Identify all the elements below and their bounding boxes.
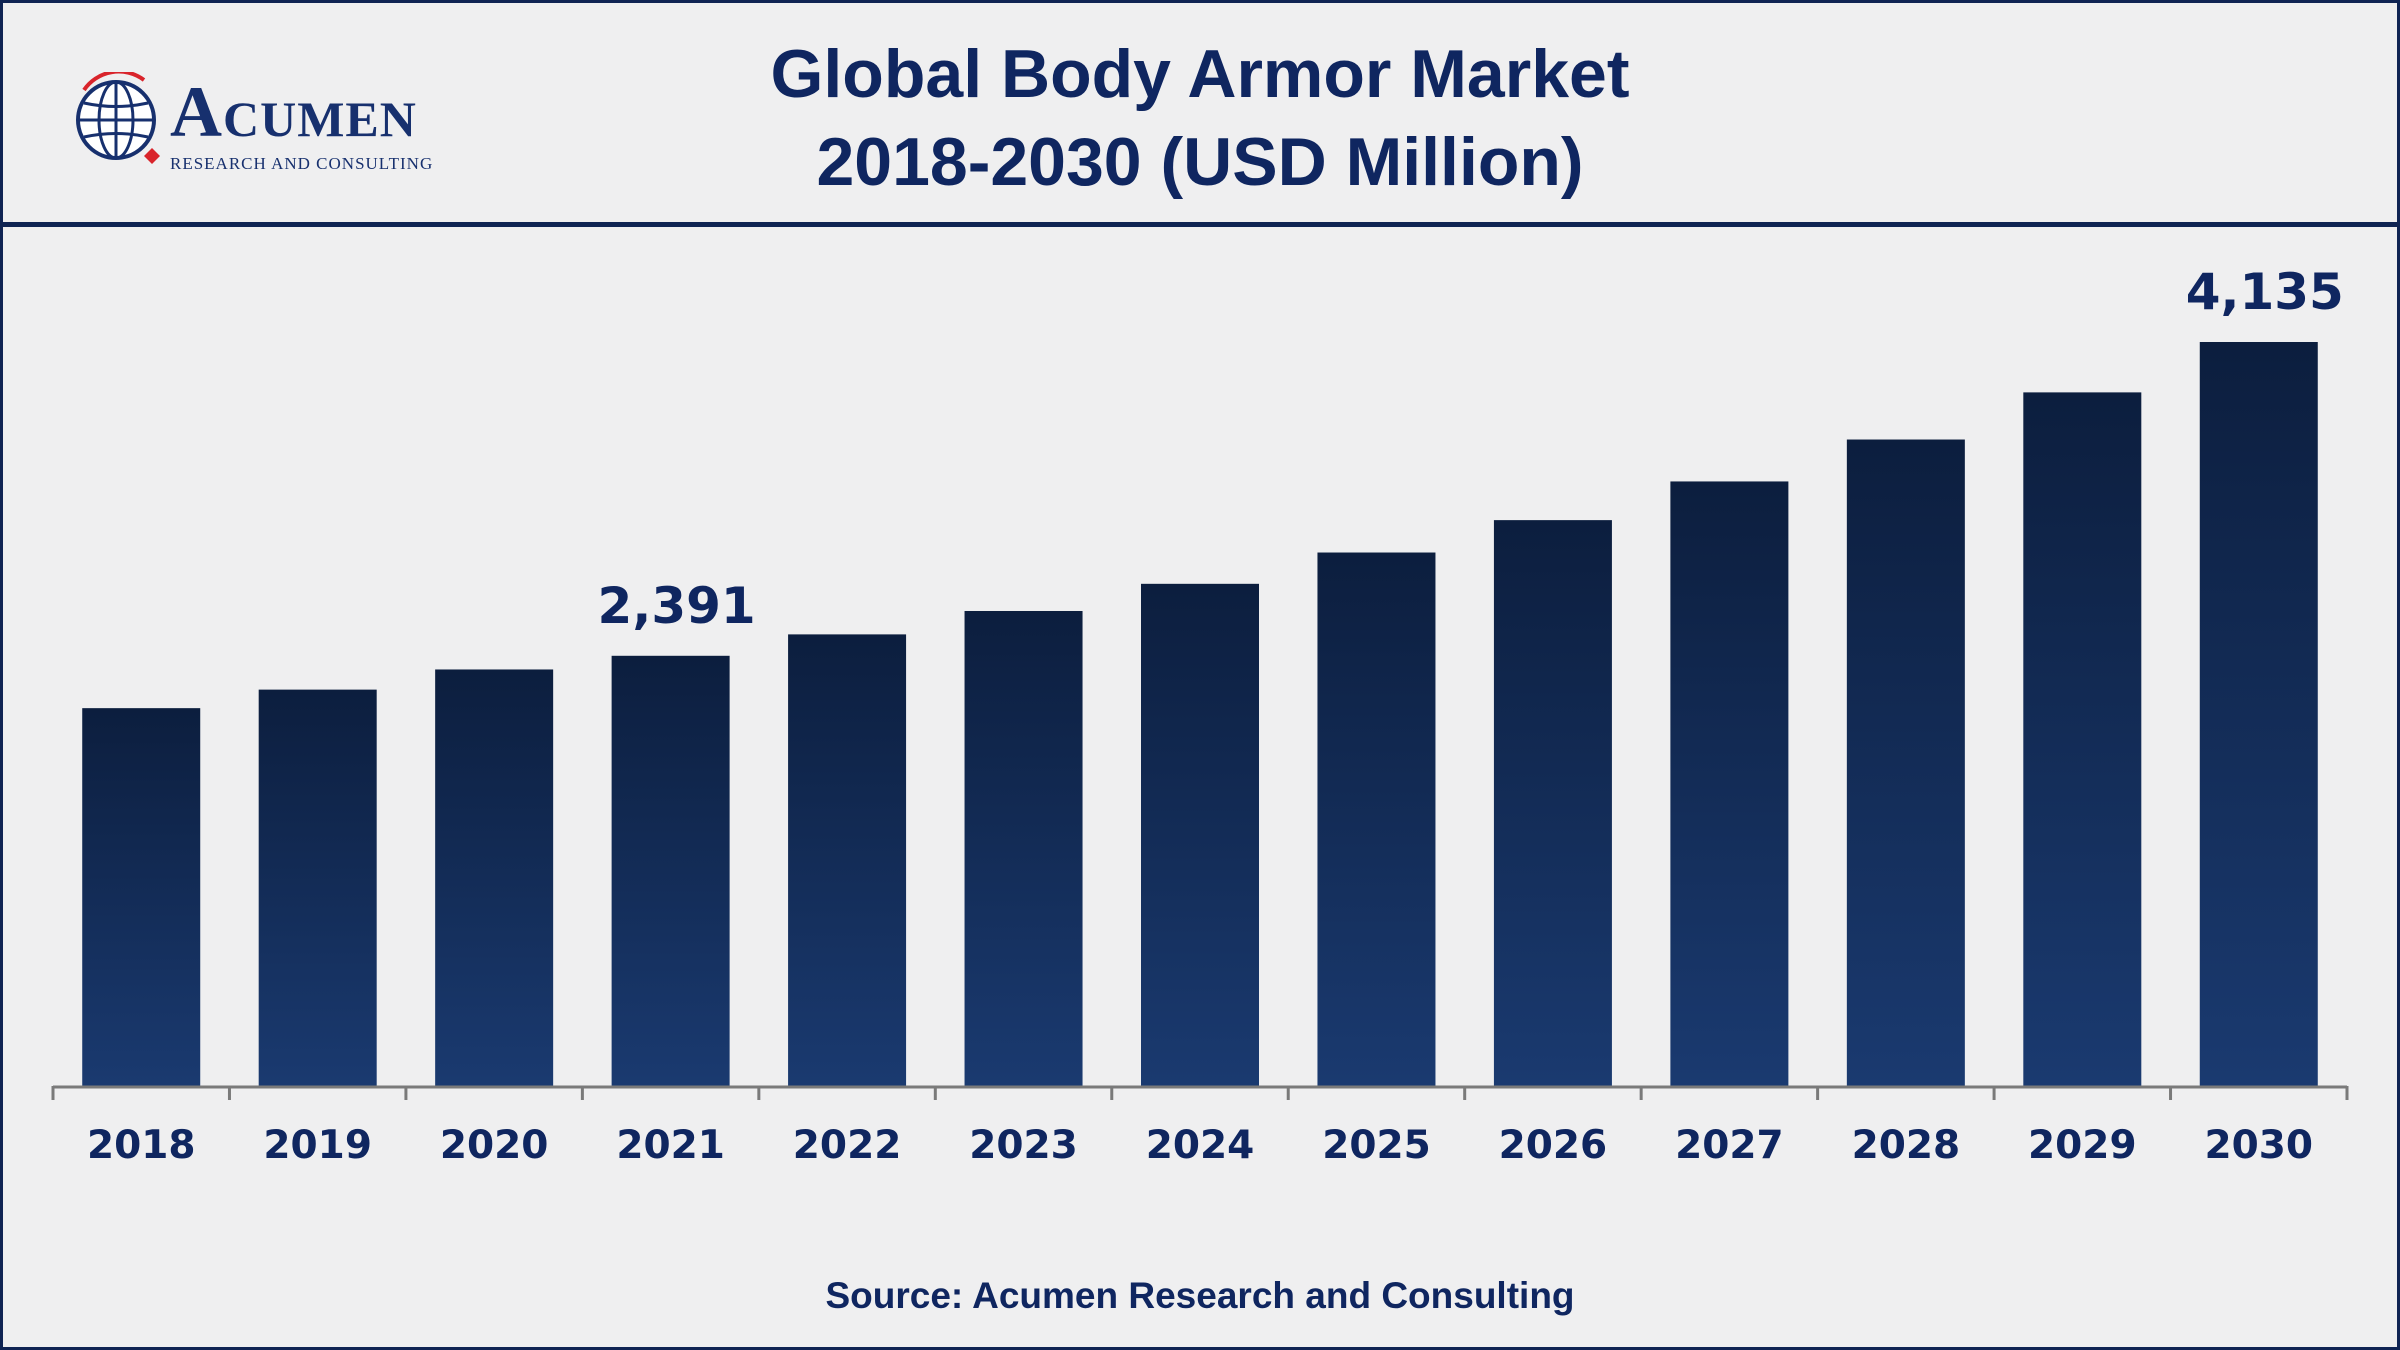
bar-2021 — [611, 655, 730, 1086]
bar-2023 — [964, 610, 1083, 1086]
x-tick-label-2029: 2029 — [2028, 1123, 2137, 1168]
x-tick-label-2027: 2027 — [1675, 1123, 1784, 1168]
acumen-logo: Acumen RESEARCH AND CONSULTING — [74, 72, 474, 182]
data-label-2030: 4,135 — [2186, 263, 2344, 321]
chart-title-line-2: 2018-2030 (USD Million) — [816, 124, 1584, 200]
bar-2030 — [2199, 342, 2318, 1086]
bar-2027 — [1670, 481, 1789, 1086]
x-tick-label-2019: 2019 — [263, 1123, 372, 1168]
bar-2026 — [1493, 520, 1612, 1086]
bar-2019 — [258, 689, 377, 1086]
bar-2028 — [1846, 439, 1965, 1086]
chart-title: Global Body Armor Market 2018-2030 (USD … — [0, 30, 2400, 206]
header-divider — [0, 222, 2400, 227]
x-tick-label-2024: 2024 — [1146, 1123, 1255, 1168]
bar-2018 — [82, 708, 201, 1086]
source-note: Source: Acumen Research and Consulting — [825, 1275, 1575, 1316]
bar-2024 — [1141, 583, 1259, 1086]
chart-title-line-1: Global Body Armor Market — [770, 36, 1630, 112]
bar-2022 — [788, 634, 907, 1086]
x-tick-label-2028: 2028 — [1852, 1123, 1961, 1168]
x-tick-label-2020: 2020 — [440, 1123, 549, 1168]
bar-2020 — [435, 669, 554, 1086]
bar-2029 — [2023, 392, 2142, 1086]
x-tick-label-2026: 2026 — [1499, 1123, 1608, 1168]
logo-subtitle: RESEARCH AND CONSULTING — [170, 154, 434, 173]
x-tick-label-2025: 2025 — [1322, 1123, 1431, 1168]
globe-icon — [76, 72, 160, 164]
x-tick-label-2018: 2018 — [87, 1123, 196, 1168]
x-tick-label-2022: 2022 — [793, 1123, 902, 1168]
logo-wordmark: Acumen — [170, 72, 417, 152]
x-tick-label-2023: 2023 — [969, 1123, 1078, 1168]
x-tick-label-2021: 2021 — [616, 1123, 725, 1168]
bar-2025 — [1317, 552, 1436, 1086]
x-tick-label-2030: 2030 — [2204, 1123, 2313, 1168]
data-label-2021: 2,391 — [598, 577, 756, 635]
